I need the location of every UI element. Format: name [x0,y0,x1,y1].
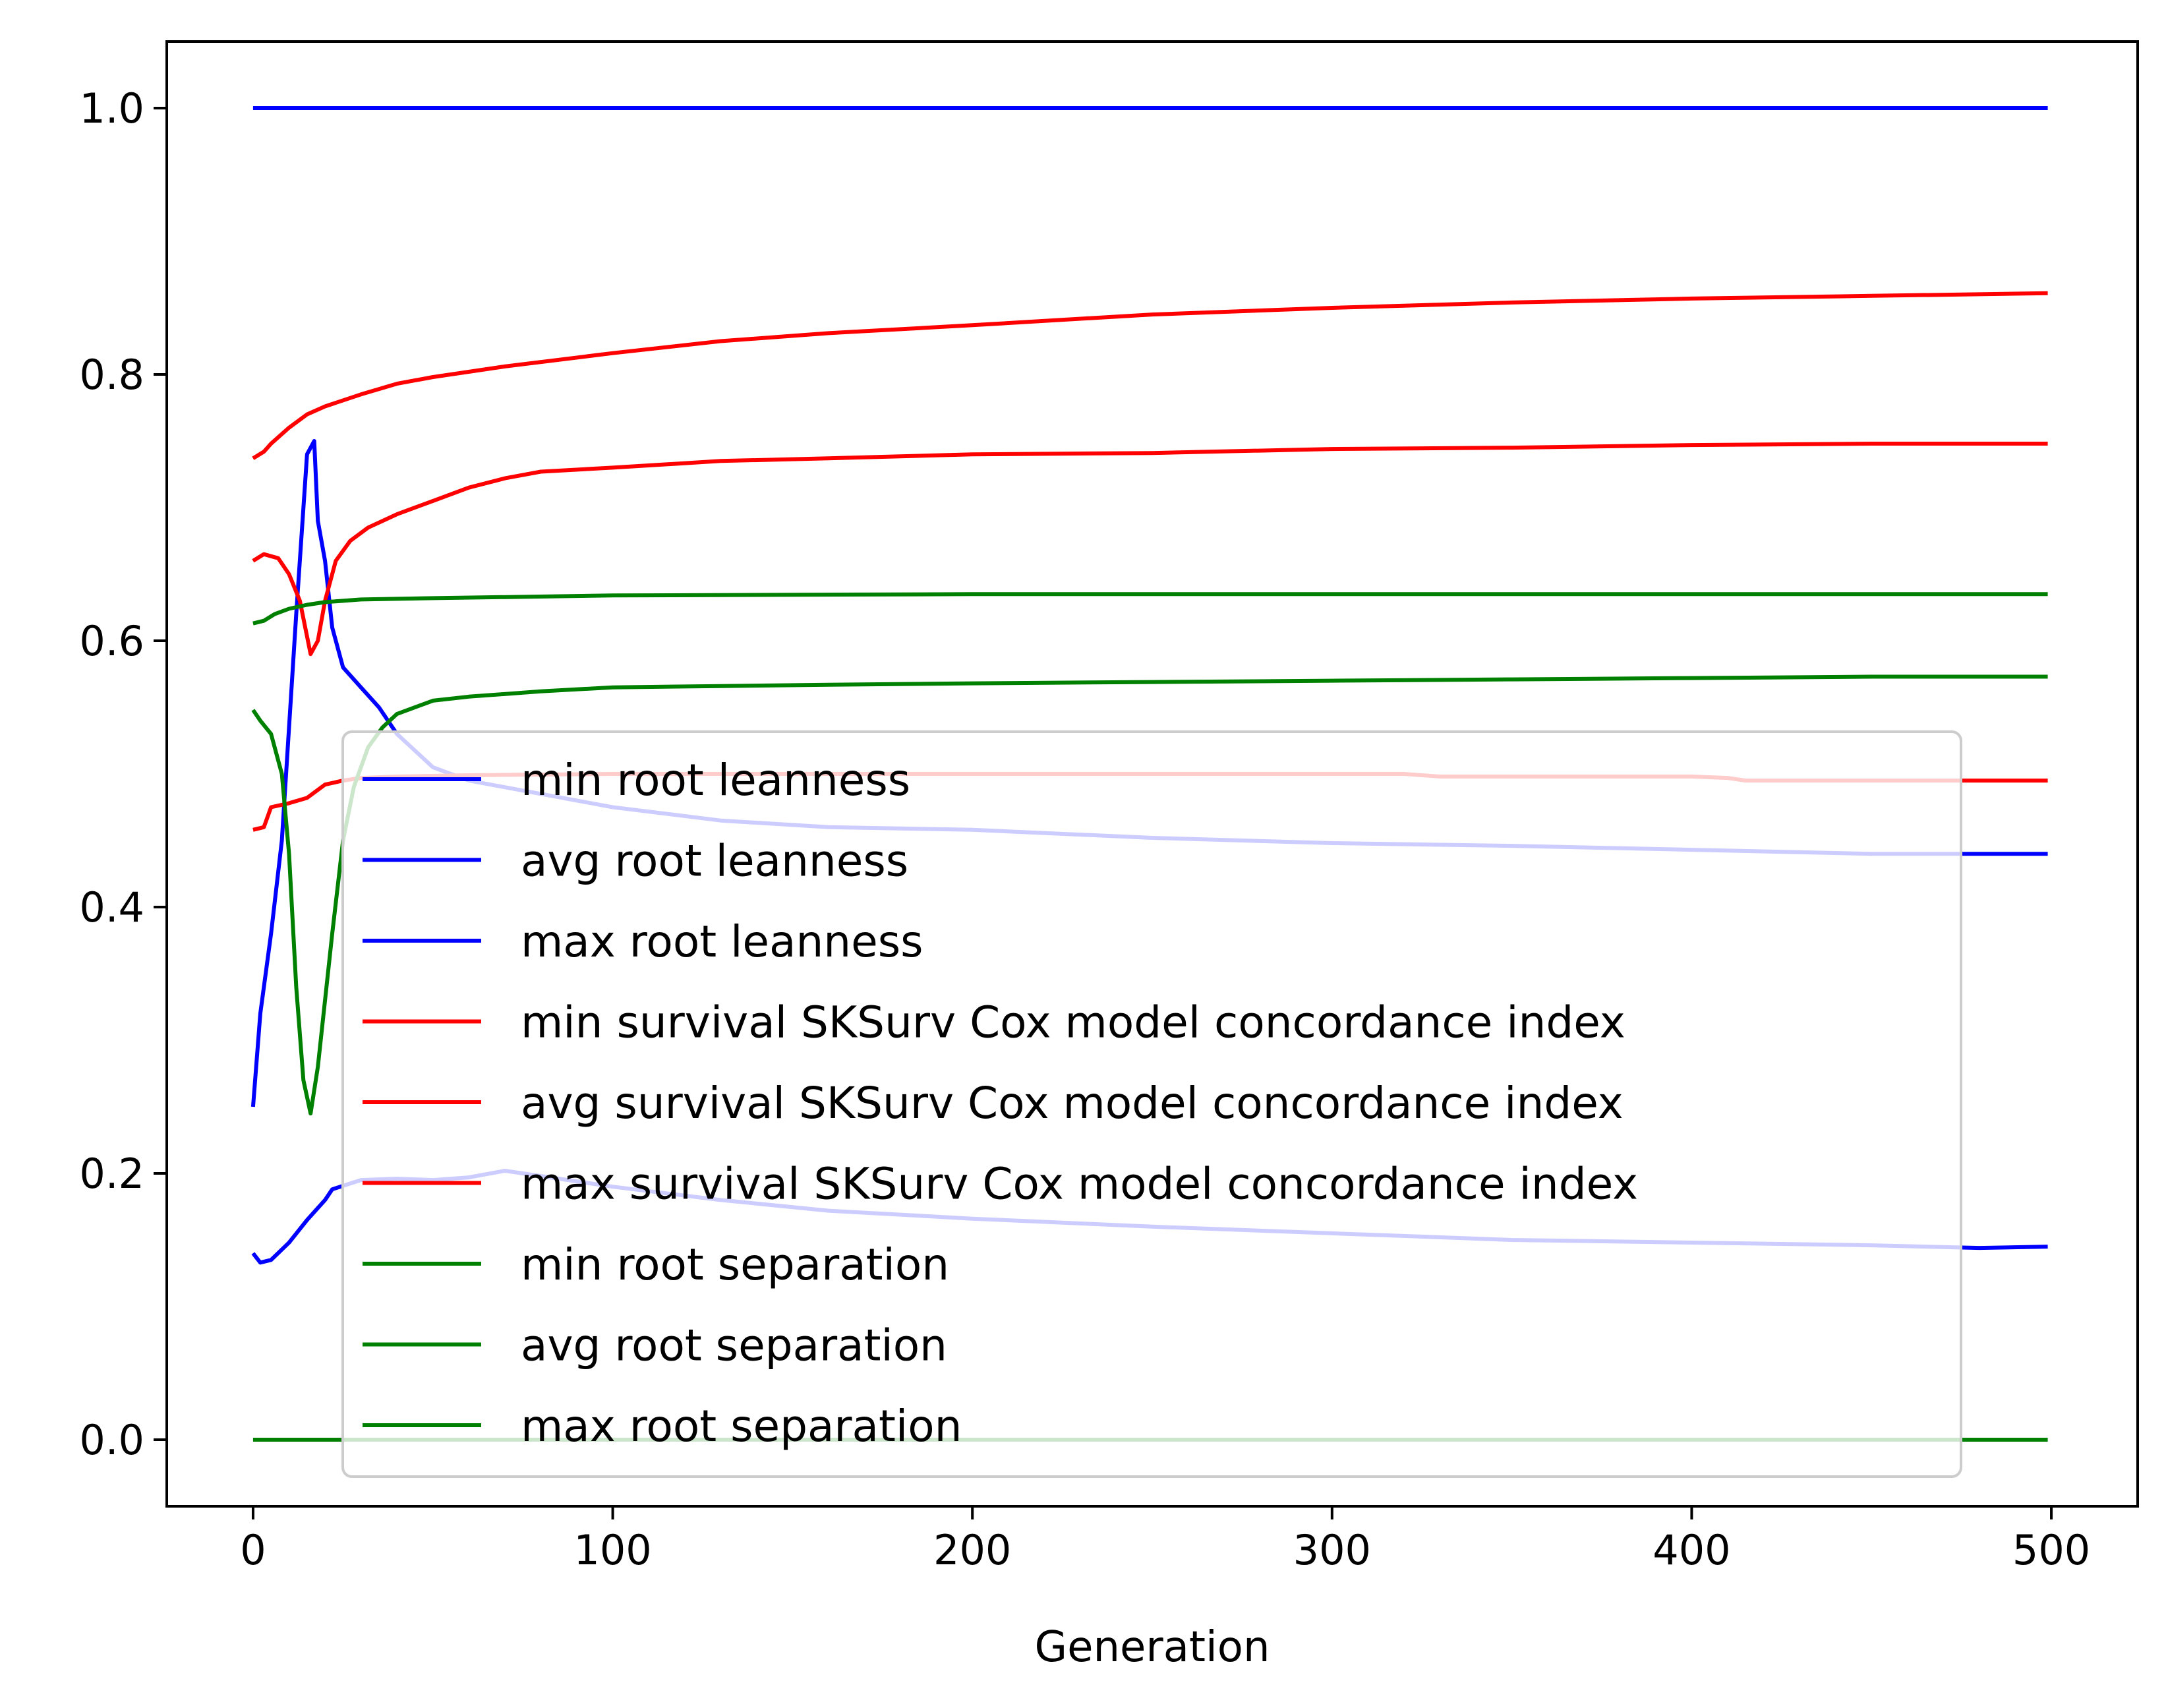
x-axis-label: Generation [1034,1623,1270,1672]
x-tick-label: 500 [2012,1526,2090,1574]
x-tick-label: 200 [933,1526,1011,1574]
series-line-5 [252,291,2048,460]
y-tick-label: 0.0 [79,1416,144,1464]
legend-label-8: max root separation [521,1401,962,1452]
legend-label-3: min survival SKSurv Cox model concordanc… [521,997,1625,1048]
x-axis: 0 100 200 300 400 500 [240,1506,2090,1574]
y-tick-label: 0.4 [79,883,144,931]
legend-label-2: max root leanness [521,916,923,967]
series-line-7 [251,674,2048,1116]
legend: min root leanness avg root leanness max ro… [341,730,1962,1478]
legend-label-5: max survival SKSurv Cox model concordanc… [521,1159,1638,1210]
x-tick-label: 400 [1653,1526,1730,1574]
y-tick-label: 0.2 [79,1150,144,1198]
x-tick-label: 0 [240,1526,266,1574]
axes-frame [165,40,2139,1508]
x-tick-label: 300 [1293,1526,1371,1574]
series-line-8 [252,592,2048,626]
legend-label-6: min root separation [521,1239,949,1290]
legend-label-7: avg root separation [521,1320,947,1371]
y-tick-label: 0.6 [79,617,144,665]
y-tick-label: 1.0 [79,84,144,133]
x-tick-label: 100 [573,1526,651,1574]
legend-box [341,730,1962,1478]
legend-label-0: min root leanness [521,755,910,806]
legend-items: min root leanness avg root leanness max ro… [363,755,1638,1452]
y-tick-label: 0.8 [79,351,144,399]
legend-label-4: avg survival SKSurv Cox model concordanc… [521,1078,1624,1129]
legend-label-1: avg root leanness [521,836,908,887]
series-line-4 [252,442,2048,657]
y-axis: 0.0 0.2 0.4 0.6 0.8 1.0 [79,84,167,1464]
